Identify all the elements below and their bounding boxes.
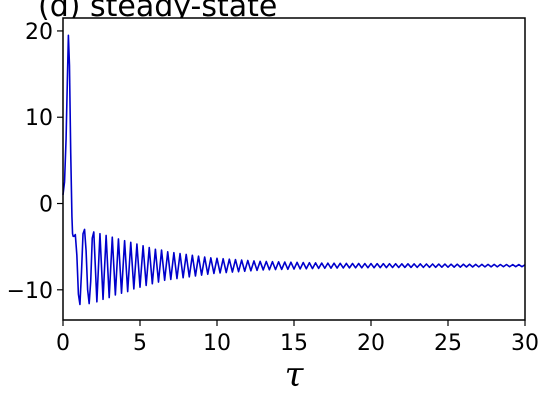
x-axis-ticks: 0 5 10 15 20 25 30 (56, 320, 539, 356)
x-axis-label: τ (285, 355, 305, 395)
x-tick-label: 0 (56, 331, 70, 356)
x-tick-label: 30 (511, 331, 539, 356)
y-tick-label: 10 (25, 106, 53, 131)
x-tick-label: 10 (203, 331, 231, 356)
x-tick-label: 5 (133, 331, 147, 356)
series-line-0 (62, 34, 526, 306)
x-tick-label: 25 (434, 331, 462, 356)
y-tick-label: 20 (25, 20, 53, 45)
y-tick-label: 0 (39, 193, 53, 218)
y-axis-ticks: −10 0 10 20 (7, 20, 63, 304)
y-tick-label: −10 (7, 279, 53, 304)
x-tick-label: 15 (280, 331, 308, 356)
x-tick-label: 20 (357, 331, 385, 356)
series-layer (62, 34, 526, 306)
plot-frame (62, 17, 526, 321)
